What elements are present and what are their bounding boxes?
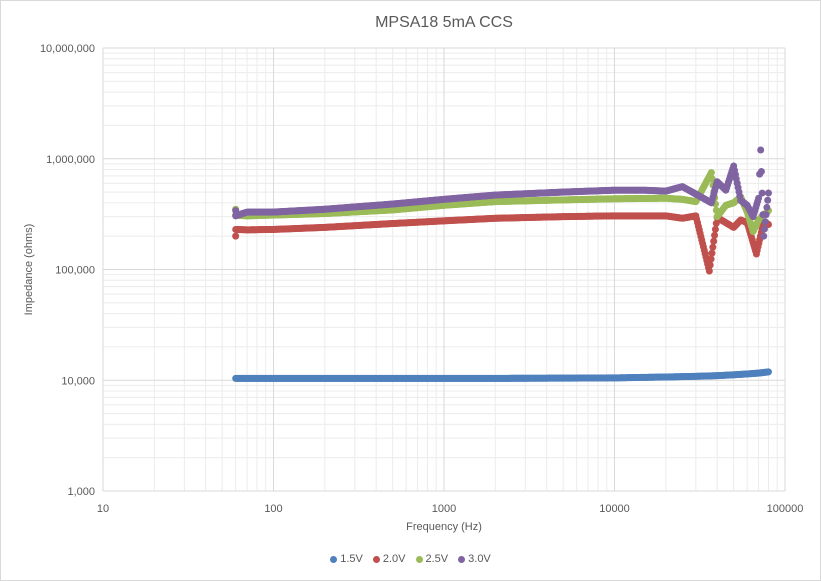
data-point	[706, 261, 714, 269]
x-axis-label: Frequency (Hz)	[406, 521, 482, 533]
chart-legend: 1.5V 2.0V 2.5V 3.0V	[0, 553, 821, 565]
data-point	[764, 368, 772, 376]
legend-label: 3.0V	[468, 553, 491, 565]
y-tick-label: 1,000,000	[46, 154, 95, 166]
data-point	[232, 232, 240, 240]
data-point	[755, 194, 763, 202]
data-point	[762, 211, 770, 219]
legend-marker-icon	[458, 555, 466, 563]
data-point	[761, 218, 769, 226]
legend-marker-icon	[372, 555, 380, 563]
series-1.5V	[232, 368, 772, 382]
y-tick-label: 100,000	[55, 265, 95, 277]
legend-item: 1.5V	[330, 553, 363, 565]
data-point	[710, 237, 718, 245]
chart-title: MPSA18 5mA CCS	[375, 14, 513, 31]
data-point	[707, 255, 715, 263]
data-point	[764, 189, 772, 197]
data-point	[707, 169, 715, 177]
y-axis-label: Impedance (ohms)	[23, 224, 35, 316]
series-3.0V	[232, 146, 772, 240]
legend-marker-icon	[415, 555, 423, 563]
legend-marker-icon	[330, 555, 338, 563]
data-point	[760, 225, 768, 233]
legend-item: 3.0V	[458, 553, 491, 565]
y-tick-label: 1,000	[67, 486, 95, 498]
x-tick-label: 100	[264, 503, 282, 515]
legend-label: 2.0V	[382, 553, 406, 565]
data-point	[711, 225, 719, 233]
data-point	[708, 249, 716, 257]
legend-label: 1.5V	[340, 553, 363, 565]
x-tick-label: 10	[97, 503, 109, 515]
data-point	[760, 232, 768, 240]
data-point	[763, 203, 771, 211]
data-point	[711, 231, 719, 239]
data-point	[764, 196, 772, 204]
x-tick-label: 1000	[432, 503, 456, 515]
legend-item: 2.5V	[415, 553, 449, 565]
x-tick-label: 10000	[599, 503, 630, 515]
data-point	[705, 267, 713, 275]
data-point	[709, 243, 717, 251]
data-point	[757, 146, 765, 154]
x-tick-label: 100000	[767, 503, 804, 515]
data-point	[758, 189, 766, 197]
y-tick-label: 10,000,000	[40, 43, 95, 55]
legend-item: 2.0V	[372, 553, 406, 565]
series-2.0V	[232, 212, 772, 275]
data-point	[757, 168, 765, 176]
legend-label: 2.5V	[425, 553, 449, 565]
y-tick-label: 10,000	[61, 375, 95, 387]
